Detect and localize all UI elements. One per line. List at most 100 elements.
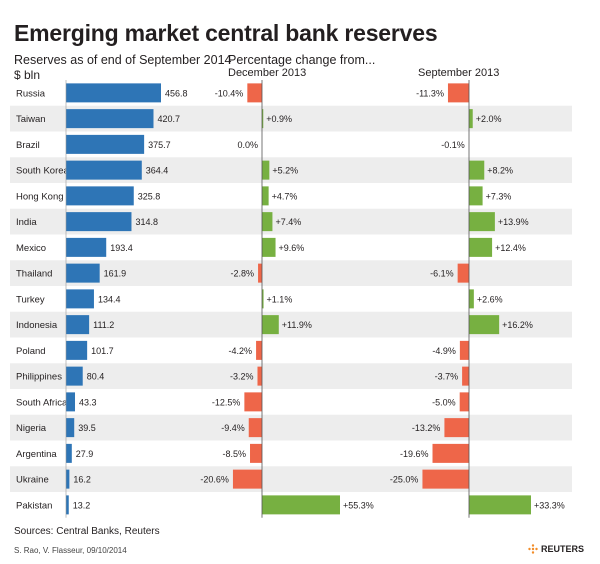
country-label: Nigeria <box>16 423 47 434</box>
dec-change-label: +7.4% <box>275 217 301 227</box>
dec-change-bar <box>232 469 262 489</box>
reserves-bar <box>66 237 107 257</box>
reserves-bar <box>66 289 94 309</box>
dec-change-label: +1.1% <box>267 294 293 304</box>
row-band <box>10 363 572 389</box>
reserves-label: 111.2 <box>93 320 114 330</box>
sep-change-bar <box>444 418 469 438</box>
reserves-label: 161.9 <box>104 269 127 279</box>
logo-text: REUTERS <box>540 544 584 554</box>
sep-change-label: +33.3% <box>534 500 565 510</box>
reuters-logo: REUTERS <box>528 544 584 554</box>
sep-change-label: -0.1% <box>441 140 465 150</box>
reserves-bar <box>66 263 100 283</box>
country-label: South Africa <box>16 397 68 408</box>
sep-change-label: +13.9% <box>498 217 529 227</box>
dec-change-bar <box>262 495 340 515</box>
sep-change-label: +2.6% <box>477 294 503 304</box>
reserves-bar <box>66 160 142 180</box>
sep-change-label: -25.0% <box>390 475 419 485</box>
sep-change-label: -19.6% <box>400 449 429 459</box>
reserves-bar <box>66 186 134 206</box>
sep-change-label: -4.9% <box>432 346 456 356</box>
reserves-bar <box>66 134 145 154</box>
dec-change-bar <box>247 83 262 103</box>
sep-change-bar <box>469 186 483 206</box>
sep-change-bar <box>469 237 493 257</box>
sep-change-bar <box>469 289 474 309</box>
country-label: Thailand <box>16 269 52 280</box>
reserves-bar <box>66 418 75 438</box>
country-label: Indonesia <box>16 320 58 331</box>
reserves-label: 375.7 <box>148 140 171 150</box>
sep-change-bar <box>462 366 469 386</box>
country-label: Turkey <box>16 294 45 305</box>
dec-change-bar <box>262 109 264 129</box>
dec-change-bar <box>262 289 264 309</box>
reserves-label: 39.5 <box>78 423 96 433</box>
source-note: Sources: Central Banks, Reuters <box>14 526 160 537</box>
sep-change-label: +7.3% <box>486 191 512 201</box>
dec-change-bar <box>262 237 276 257</box>
reserves-label: 364.4 <box>146 166 169 176</box>
column-header-september: September 2013 <box>418 67 500 79</box>
sep-change-label: -6.1% <box>430 269 454 279</box>
sep-change-label: +2.0% <box>476 114 502 124</box>
dec-change-label: -10.4% <box>215 88 244 98</box>
dec-change-bar <box>262 315 279 335</box>
sep-change-label: +8.2% <box>487 166 513 176</box>
reserves-bar <box>66 83 161 103</box>
reuters-dots-icon <box>528 544 538 554</box>
sep-change-label: +12.4% <box>495 243 526 253</box>
reserves-bar <box>66 392 76 412</box>
row-band <box>10 466 572 492</box>
dec-change-label: -12.5% <box>212 397 241 407</box>
change-subtitle: Percentage change from... <box>228 53 376 67</box>
dec-change-bar <box>256 340 262 360</box>
country-label: Philippines <box>16 372 62 383</box>
dec-change-bar <box>248 418 262 438</box>
reserves-bar <box>66 340 88 360</box>
reserves-label: 13.2 <box>73 500 91 510</box>
sep-change-bar <box>447 83 469 103</box>
dec-change-label: -2.8% <box>231 269 255 279</box>
sep-change-bar <box>469 315 500 335</box>
dec-change-label: +5.2% <box>272 166 298 176</box>
dec-change-bar <box>257 366 262 386</box>
row-band <box>10 414 572 441</box>
country-label: Russia <box>16 88 46 99</box>
dec-change-label: -3.2% <box>230 372 254 382</box>
sep-change-bar <box>469 495 531 515</box>
country-label: Taiwan <box>16 114 46 125</box>
reserves-bar <box>66 495 69 515</box>
dec-change-label: +11.9% <box>282 320 312 330</box>
reserves-bar <box>66 443 72 463</box>
country-label: Argentina <box>16 449 57 460</box>
reserves-label: 134.4 <box>98 294 121 304</box>
dec-change-label: -20.6% <box>200 475 229 485</box>
sep-change-bar <box>422 469 469 489</box>
dec-change-bar <box>262 160 270 180</box>
sep-change-bar <box>469 212 495 232</box>
credit-line: S. Rao, V. Flasseur, 09/10/2014 <box>14 546 127 555</box>
sep-change-label: -13.2% <box>412 423 441 433</box>
dec-change-bar <box>244 392 262 412</box>
reserves-bar <box>66 109 154 129</box>
dec-change-label: +0.9% <box>266 114 292 124</box>
country-label: Mexico <box>16 243 46 254</box>
reserves-label: 43.3 <box>79 397 97 407</box>
sep-change-bar <box>459 392 469 412</box>
reserves-label: 27.9 <box>76 449 94 459</box>
reserves-label: 193.4 <box>110 243 133 253</box>
dec-change-label: -4.2% <box>229 346 253 356</box>
reserves-subtitle: Reserves as of end of September 2014 <box>14 53 232 67</box>
reserves-bar <box>66 469 70 489</box>
reserves-label: 420.7 <box>157 114 180 124</box>
dec-change-label: -8.5% <box>222 449 246 459</box>
country-label: Poland <box>16 346 46 357</box>
dec-change-bar <box>250 443 262 463</box>
reserves-label: 456.8 <box>165 88 188 98</box>
country-label: Brazil <box>16 140 40 151</box>
country-label: Pakistan <box>16 500 52 511</box>
country-label: India <box>16 217 37 228</box>
